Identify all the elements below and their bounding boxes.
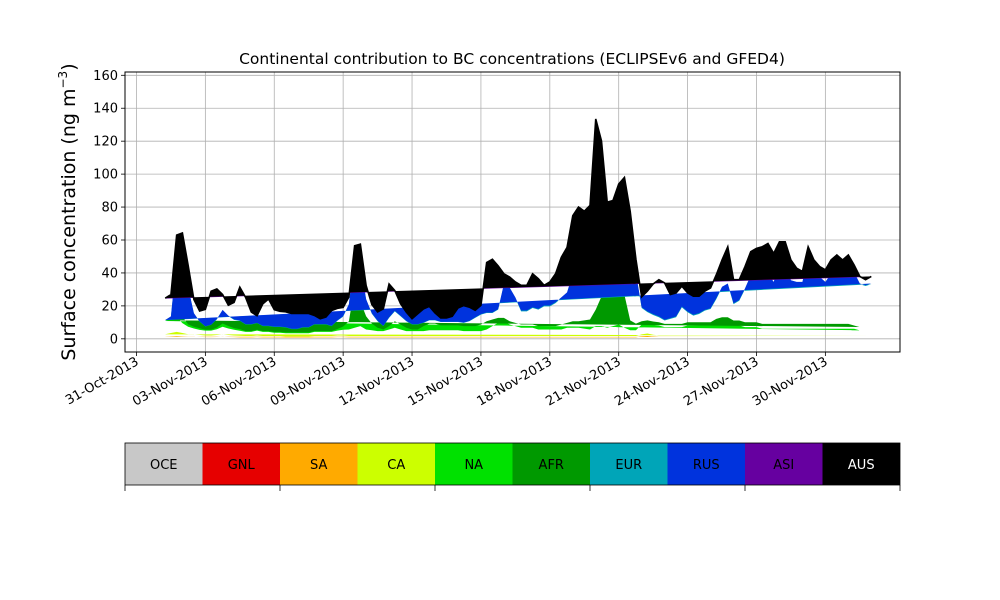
x-tick-label: 27-Nov-2013: [681, 354, 761, 409]
legend-swatch-eur: [590, 443, 668, 485]
x-tick-label: 18-Nov-2013: [475, 354, 555, 409]
legend-label: CA: [387, 458, 405, 473]
y-axis-label-main: Surface concentration (ng m: [58, 89, 80, 361]
x-tick-label: 06-Nov-2013: [199, 354, 279, 409]
legend-frame: [124, 442, 901, 486]
legend-label: SA: [310, 458, 327, 473]
area-afr: [165, 250, 872, 333]
legend-label: OCE: [150, 458, 178, 473]
legend-colorbar: OCE GNL SA CA NA AFR EUR RUS ASI AUS: [124, 442, 901, 491]
area-sa: [165, 336, 872, 338]
legend-label: RUS: [693, 458, 720, 473]
plot-area: 0 20 40 60 80 100 120 140 160 31-Oct-201303-Nov-…: [63, 69, 901, 409]
y-tick-label: 120: [93, 135, 118, 150]
y-tick-label: 100: [93, 168, 118, 183]
area-na: [165, 317, 872, 334]
y-axis-label-superscript: −3: [56, 71, 70, 89]
legend-label: GNL: [228, 458, 256, 473]
legend-label: AFR: [539, 458, 564, 473]
legend-swatch-oce: [125, 443, 203, 485]
x-tick-label: 09-Nov-2013: [268, 354, 348, 409]
x-tick-label: 31-Oct-2013: [63, 354, 141, 408]
chart-title: Continental contribution to BC concentra…: [239, 50, 785, 68]
legend-label: NA: [464, 458, 483, 473]
y-tick-label: 40: [101, 266, 118, 281]
y-tick-label: 20: [101, 299, 118, 314]
grid: [125, 72, 900, 352]
y-tick-label: 60: [101, 234, 118, 249]
legend-swatch-sa: [280, 443, 358, 485]
area-series: [165, 118, 872, 339]
area-ca: [165, 331, 872, 337]
y-axis: 0 20 40 60 80 100 120 140 160: [93, 69, 125, 347]
legend-swatch-asi: [745, 443, 823, 485]
legend-swatch-gnl: [202, 443, 280, 485]
legend-swatch-na: [435, 443, 513, 485]
legend-label: EUR: [615, 458, 642, 473]
y-axis-label-close: ): [58, 63, 80, 70]
y-tick-label: 0: [110, 332, 118, 347]
legend-label: ASI: [773, 458, 794, 473]
y-axis-label: Surface concentration (ng m−3): [56, 63, 80, 360]
x-tick-label: 12-Nov-2013: [337, 354, 417, 409]
y-tick-label: 80: [101, 201, 118, 216]
x-tick-label: 30-Nov-2013: [750, 354, 830, 409]
y-tick-label: 160: [93, 69, 118, 84]
total-outline: [164, 118, 872, 320]
x-tick-label: 21-Nov-2013: [543, 354, 623, 409]
legend-swatch-rus: [667, 443, 745, 485]
legend-label: AUS: [848, 458, 875, 473]
legend-swatch-aus: [822, 443, 900, 485]
x-tick-label: 03-Nov-2013: [130, 354, 210, 409]
x-axis: 31-Oct-201303-Nov-201306-Nov-201309-Nov-…: [63, 352, 830, 409]
y-tick-label: 140: [93, 102, 118, 117]
plot-frame: [124, 71, 901, 353]
legend-swatch-afr: [512, 443, 590, 485]
x-tick-label: 24-Nov-2013: [612, 354, 692, 409]
x-tick-label: 15-Nov-2013: [406, 354, 486, 409]
legend-swatch-ca: [357, 443, 435, 485]
